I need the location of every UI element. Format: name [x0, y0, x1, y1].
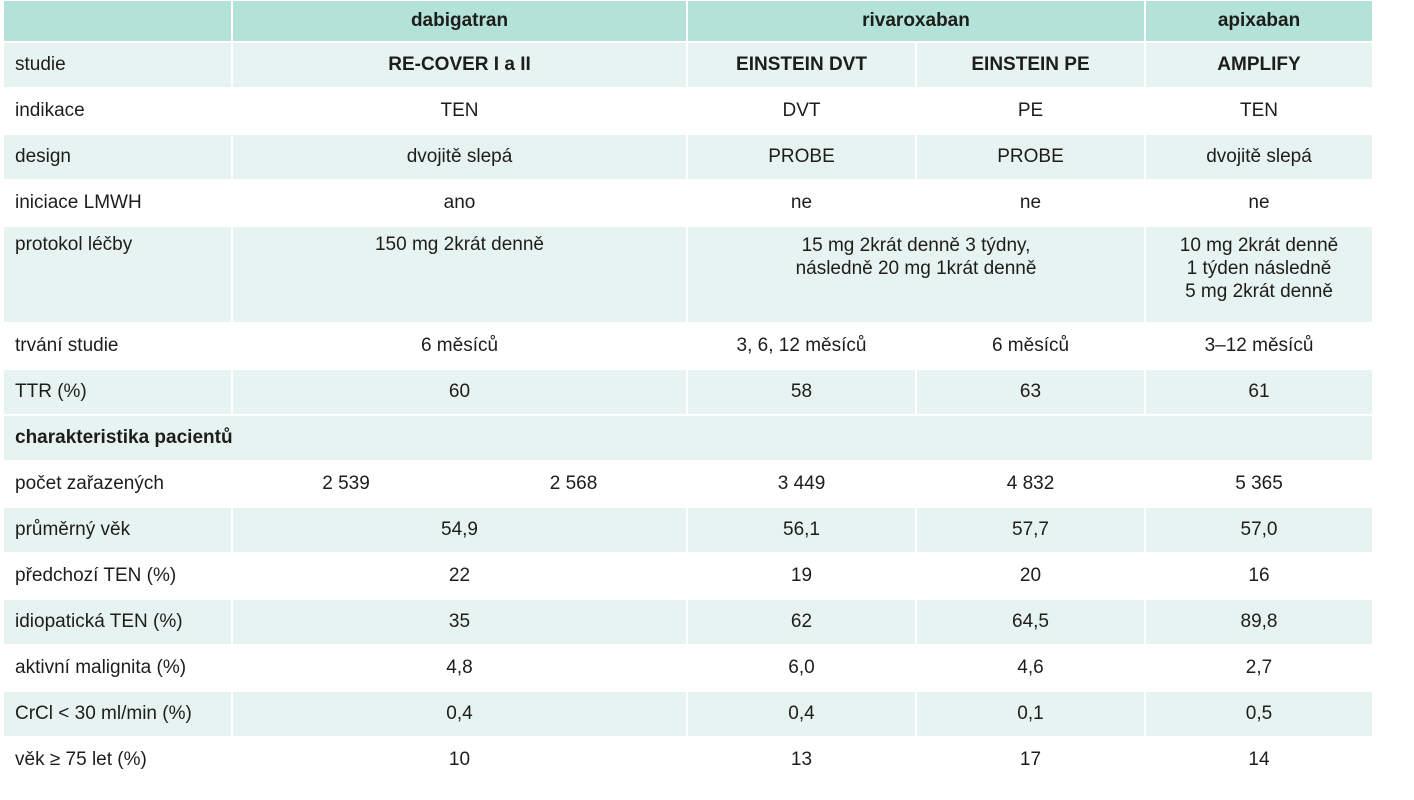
row-pocet-zarazenych: počet zařazených 2 539 2 568 3 449 4 832… — [4, 461, 1372, 508]
apixaban-line-3: 5 mg 2krát denně — [1185, 281, 1333, 302]
cell-dabigatran: 150 mg 2krát denně — [231, 226, 687, 324]
section-row-patients: charakteristika pacientů — [4, 415, 1372, 462]
cell-apixaban: 2,7 — [1144, 645, 1372, 692]
row-label: aktivní malignita (%) — [4, 645, 232, 692]
cell-dabigatran: RE-COVER I a II — [231, 42, 687, 89]
cell-einstein-pe: 4,6 — [915, 645, 1145, 692]
row-label: počet zařazených — [4, 461, 232, 508]
row-label: věk ≥ 75 let (%) — [4, 737, 232, 784]
cell-einstein-pe: 20 — [915, 553, 1145, 600]
cell-dabigatran: 35 — [231, 599, 687, 646]
cell-dabigatran: 22 — [231, 553, 687, 600]
rivaroxaban-line-1: 15 mg 2krát denně 3 týdny, — [801, 235, 1031, 256]
cell-apixaban: 89,8 — [1144, 599, 1372, 646]
cell-dabigatran: 60 — [231, 369, 687, 416]
header-rivaroxaban: rivaroxaban — [686, 1, 1145, 43]
cell-einstein-pe: 17 — [915, 737, 1145, 784]
comparison-table: dabigatran rivaroxaban apixaban studie R… — [4, 1, 1372, 784]
cell-einstein-dvt: ne — [686, 180, 916, 227]
row-vek-75: věk ≥ 75 let (%) 10 13 17 14 — [4, 737, 1372, 784]
cell-einstein-pe: 64,5 — [915, 599, 1145, 646]
cell-apixaban: AMPLIFY — [1144, 42, 1372, 89]
row-indikace: indikace TEN DVT PE TEN — [4, 88, 1372, 135]
header-apixaban: apixaban — [1144, 1, 1372, 43]
row-label: indikace — [4, 88, 232, 135]
row-predchozi-ten: předchozí TEN (%) 22 19 20 16 — [4, 553, 1372, 600]
cell-einstein-dvt: 6,0 — [686, 645, 916, 692]
row-label: protokol léčby — [4, 226, 232, 324]
row-design: design dvojitě slepá PROBE PROBE dvojitě… — [4, 134, 1372, 181]
row-label: průměrný věk — [4, 507, 232, 554]
cell-apixaban: 57,0 — [1144, 507, 1372, 554]
cell-dabigatran: 54,9 — [231, 507, 687, 554]
row-trvani-studie: trvání studie 6 měsíců 3, 6, 12 měsíců 6… — [4, 323, 1372, 370]
cell-einstein-pe: 63 — [915, 369, 1145, 416]
cell-einstein-pe: PROBE — [915, 134, 1145, 181]
cell-dabigatran: 10 — [231, 737, 687, 784]
row-label: design — [4, 134, 232, 181]
cell-apixaban: 16 — [1144, 553, 1372, 600]
row-protokol-lecby: protokol léčby 150 mg 2krát denně 15 mg … — [4, 226, 1372, 324]
cell-einstein-dvt: 19 — [686, 553, 916, 600]
cell-einstein-pe: 57,7 — [915, 507, 1145, 554]
cell-einstein-dvt: 0,4 — [686, 691, 916, 738]
row-aktivni-malignita: aktivní malignita (%) 4,8 6,0 4,6 2,7 — [4, 645, 1372, 692]
cell-einstein-dvt: 3 449 — [686, 461, 916, 508]
cell-einstein-pe: PE — [915, 88, 1145, 135]
row-iniciace-lmwh: iniciace LMWH ano ne ne ne — [4, 180, 1372, 227]
cell-apixaban: 3–12 měsíců — [1144, 323, 1372, 370]
cell-apixaban: 61 — [1144, 369, 1372, 416]
cell-apixaban: 10 mg 2krát denně 1 týden následně 5 mg … — [1144, 226, 1372, 324]
cell-re-cover-1: 2 539 — [231, 461, 460, 508]
cell-apixaban: 0,5 — [1144, 691, 1372, 738]
cell-dabigatran: ano — [231, 180, 687, 227]
cell-dabigatran: 0,4 — [231, 691, 687, 738]
cell-einstein-dvt: 13 — [686, 737, 916, 784]
cell-apixaban: 5 365 — [1144, 461, 1372, 508]
cell-einstein-pe: 4 832 — [915, 461, 1145, 508]
apixaban-line-2: 1 týden následně — [1186, 258, 1332, 279]
header-row: dabigatran rivaroxaban apixaban — [4, 1, 1372, 43]
cell-einstein-pe: ne — [915, 180, 1145, 227]
cell-rivaroxaban: 15 mg 2krát denně 3 týdny, následně 20 m… — [686, 226, 1145, 324]
row-label: předchozí TEN (%) — [4, 553, 232, 600]
cell-dabigatran: 4,8 — [231, 645, 687, 692]
cell-dabigatran: TEN — [231, 88, 687, 135]
row-label: trvání studie — [4, 323, 232, 370]
cell-apixaban: TEN — [1144, 88, 1372, 135]
row-label: idiopatická TEN (%) — [4, 599, 232, 646]
cell-einstein-dvt: DVT — [686, 88, 916, 135]
row-prumerny-vek: průměrný věk 54,9 56,1 57,7 57,0 — [4, 507, 1372, 554]
row-ttr: TTR (%) 60 58 63 61 — [4, 369, 1372, 416]
row-label: studie — [4, 42, 232, 89]
cell-einstein-dvt: 62 — [686, 599, 916, 646]
cell-apixaban: dvojitě slepá — [1144, 134, 1372, 181]
row-label: CrCl < 30 ml/min (%) — [4, 691, 232, 738]
cell-einstein-pe: 6 měsíců — [915, 323, 1145, 370]
row-label: TTR (%) — [4, 369, 232, 416]
cell-dabigatran: 6 měsíců — [231, 323, 687, 370]
cell-apixaban: 14 — [1144, 737, 1372, 784]
cell-einstein-dvt: 58 — [686, 369, 916, 416]
cell-dabigatran: dvojitě slepá — [231, 134, 687, 181]
cell-apixaban: ne — [1144, 180, 1372, 227]
cell-einstein-dvt: PROBE — [686, 134, 916, 181]
row-crcl: CrCl < 30 ml/min (%) 0,4 0,4 0,1 0,5 — [4, 691, 1372, 738]
row-label: iniciace LMWH — [4, 180, 232, 227]
cell-einstein-pe: 0,1 — [915, 691, 1145, 738]
cell-einstein-pe: EINSTEIN PE — [915, 42, 1145, 89]
section-title: charakteristika pacientů — [4, 415, 1372, 462]
cell-einstein-dvt: 3, 6, 12 měsíců — [686, 323, 916, 370]
rivaroxaban-line-2: následně 20 mg 1krát denně — [795, 258, 1037, 279]
header-empty-cell — [4, 1, 232, 43]
row-idiopaticka-ten: idiopatická TEN (%) 35 62 64,5 89,8 — [4, 599, 1372, 646]
header-dabigatran: dabigatran — [231, 1, 687, 43]
cell-re-cover-2: 2 568 — [459, 461, 687, 508]
apixaban-line-1: 10 mg 2krát denně — [1179, 235, 1339, 256]
cell-einstein-dvt: EINSTEIN DVT — [686, 42, 916, 89]
cell-einstein-dvt: 56,1 — [686, 507, 916, 554]
row-studie: studie RE-COVER I a II EINSTEIN DVT EINS… — [4, 42, 1372, 89]
